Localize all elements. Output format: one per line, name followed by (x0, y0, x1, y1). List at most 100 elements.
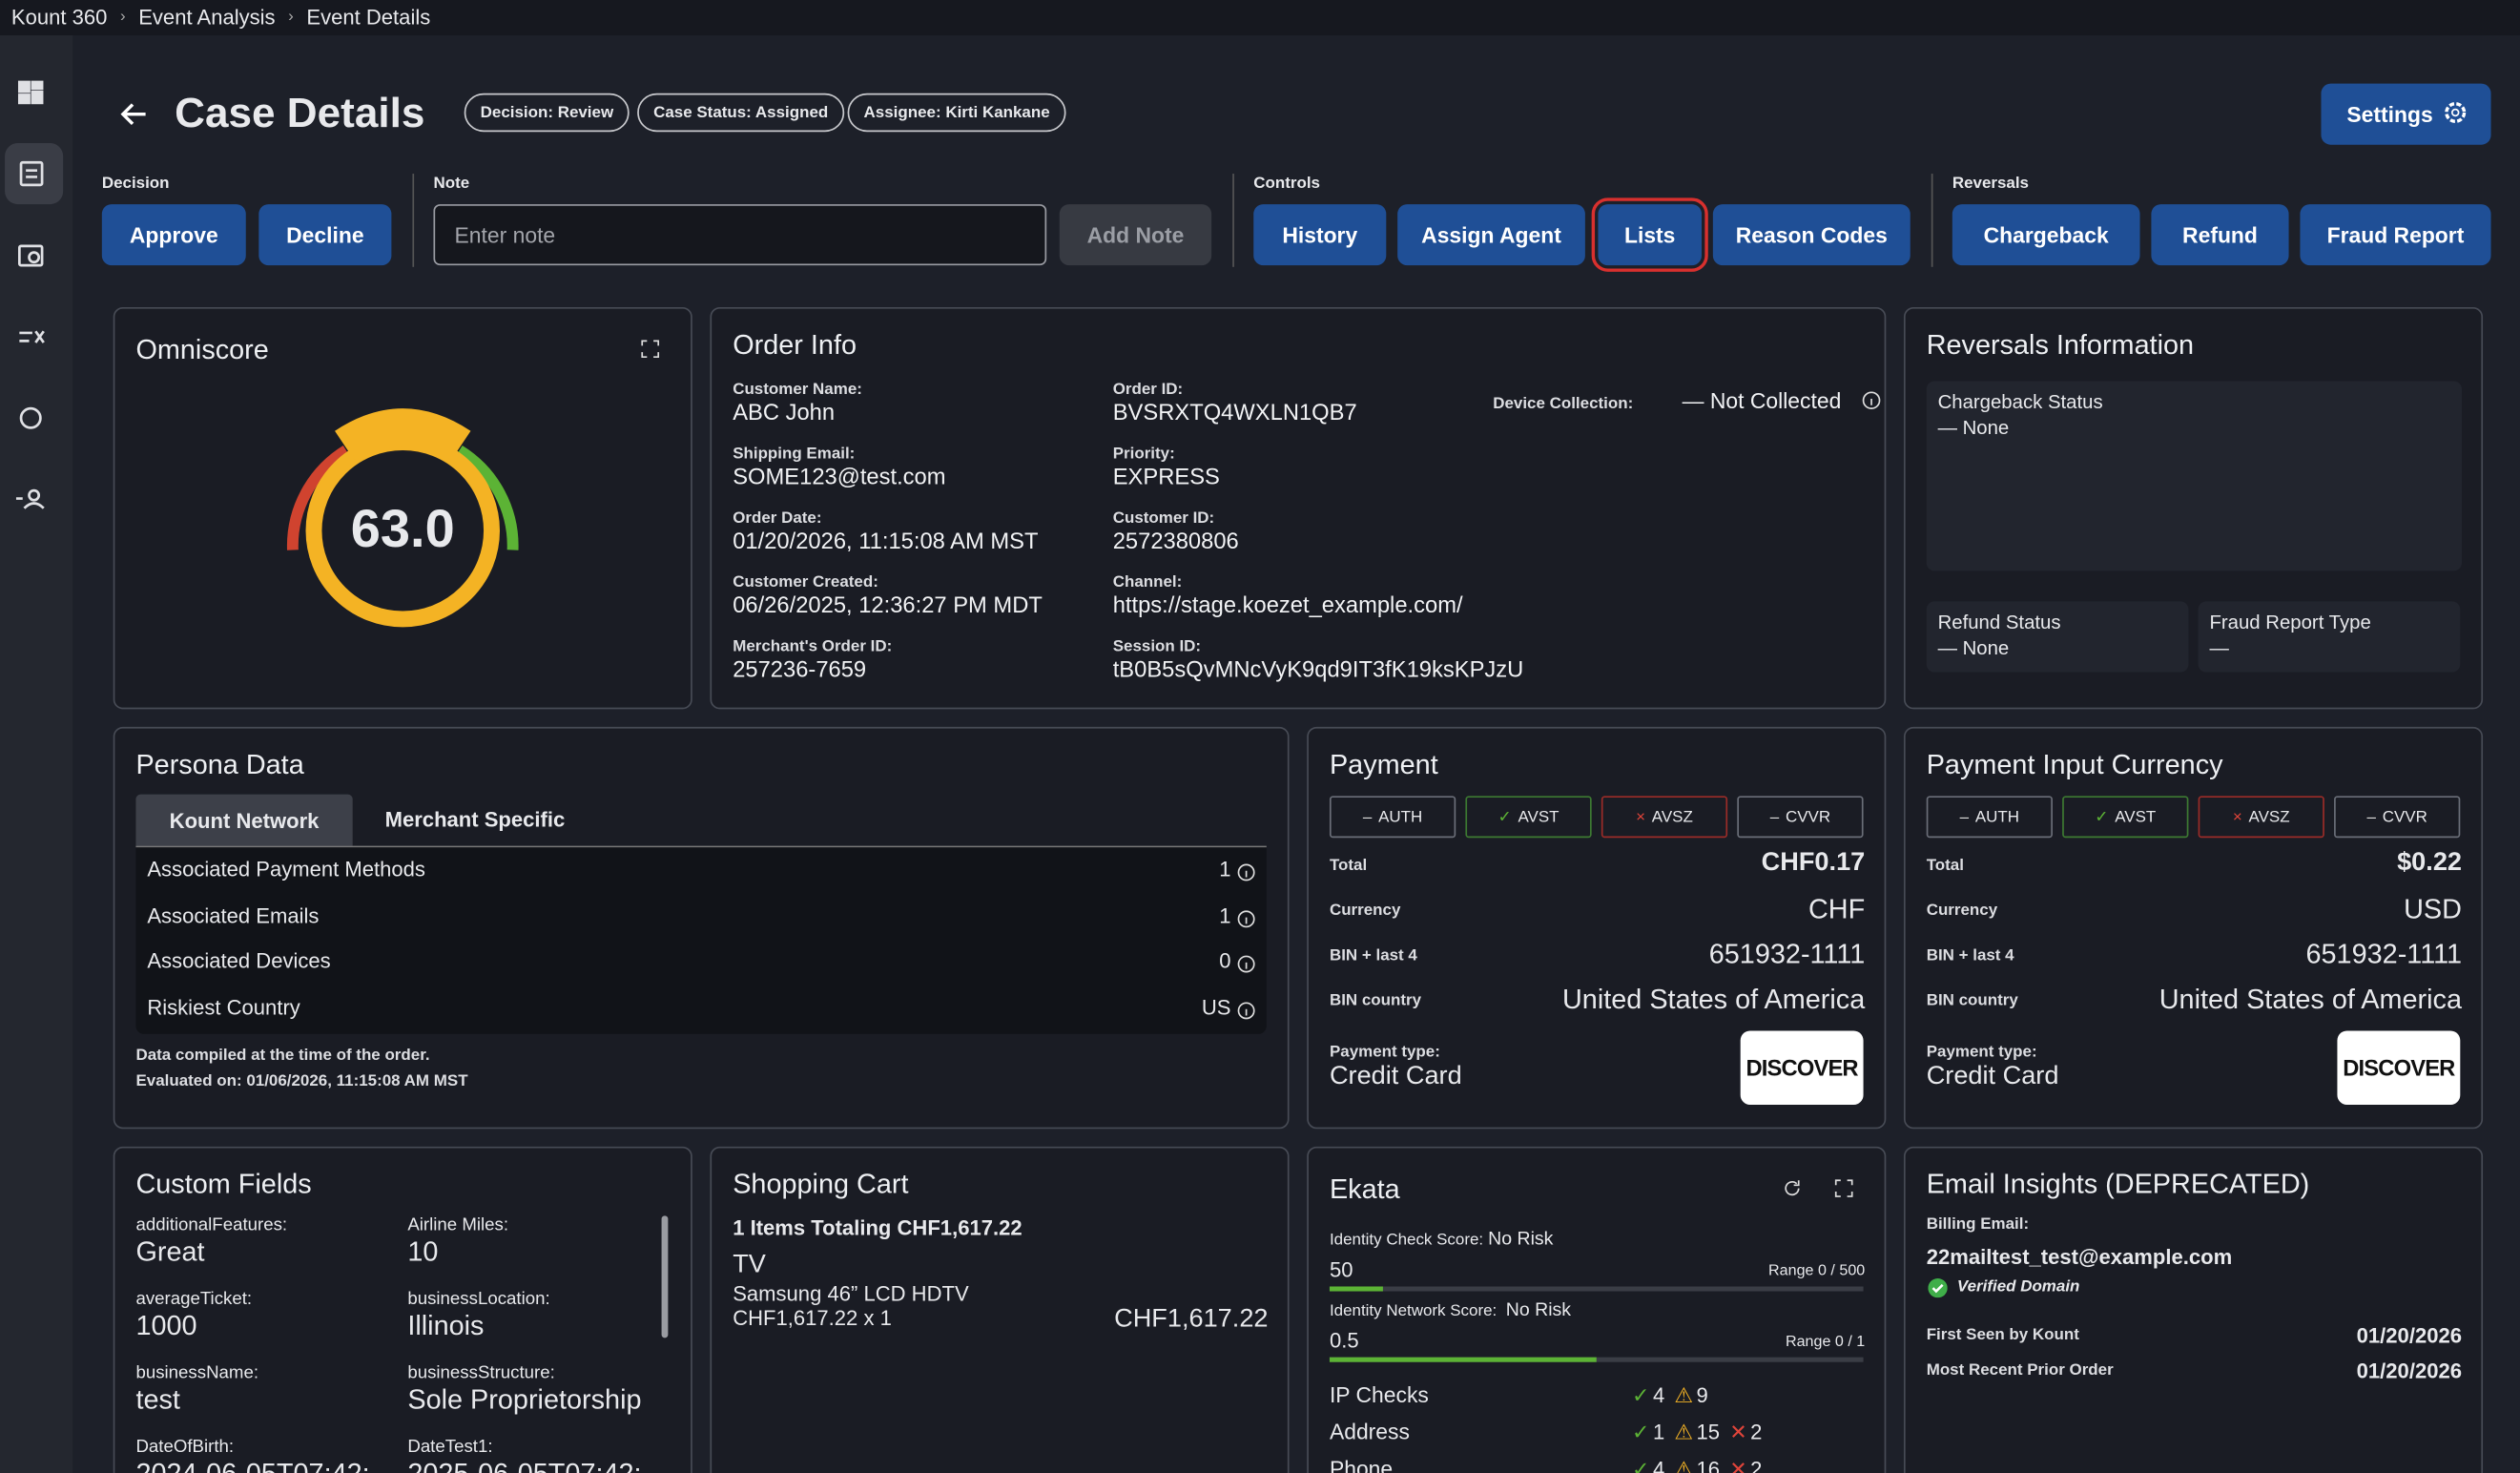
card-logo-text: DISCOVER (2343, 1054, 2455, 1081)
check-label: AVSZ (1651, 808, 1693, 826)
reason-codes-button[interactable]: Reason Codes (1712, 204, 1911, 266)
field-label: Session ID: (1112, 638, 1202, 656)
check-label: CVVR (1785, 808, 1831, 826)
check-icon: ✓ (1632, 1420, 1650, 1444)
field-label: Total (1329, 857, 1368, 875)
check-badge: × AVSZ (1601, 796, 1728, 839)
info-icon[interactable] (1237, 998, 1255, 1027)
graphic (1834, 1179, 1853, 1197)
check-icon: ✓ (1632, 1457, 1650, 1473)
field-label: Currency (1329, 902, 1401, 921)
breadcrumb-item[interactable]: Event Details (306, 5, 431, 30)
check-count: 1 (1652, 1420, 1665, 1444)
graphic (1237, 909, 1255, 927)
field-label: Total (1926, 857, 1964, 875)
breadcrumb-item[interactable]: Kount 360 (10, 5, 108, 30)
refund-button[interactable]: Refund (2151, 204, 2289, 266)
note-input[interactable]: Enter note (433, 204, 1047, 266)
badge: Decision: Review (464, 93, 630, 133)
field-value: 1000 (135, 1310, 197, 1341)
field-label: additionalFeatures: (135, 1215, 288, 1235)
breadcrumb-item[interactable]: Event Analysis (138, 5, 276, 30)
check-label: AUTH (1974, 808, 2020, 826)
panel-title: Payment (1329, 749, 1438, 780)
field-value: 10 (407, 1236, 439, 1268)
settings-icon (2445, 102, 2467, 123)
check-icon: – (1769, 808, 1780, 826)
scrollbar[interactable] (661, 1215, 669, 1338)
check-badge: – CVVR (1737, 796, 1864, 839)
refresh-icon[interactable] (1783, 1179, 1802, 1198)
field-value: ABC John (733, 399, 836, 425)
field-label: averageTicket: (135, 1289, 253, 1310)
graphic (120, 103, 146, 125)
reversals-panel: Reversals Information Chargeback Status … (1903, 306, 2484, 710)
field-value: United States of America (1561, 984, 1866, 1015)
check-icon: × (1636, 808, 1645, 826)
box-label: Refund Status (1937, 611, 2061, 634)
check-icon: ✓ (2095, 808, 2109, 826)
field-label: Order ID: (1112, 381, 1184, 400)
check-count: 15 (1696, 1420, 1721, 1444)
assign-agent-button[interactable]: Assign Agent (1397, 204, 1585, 266)
note-placeholder: Enter note (454, 223, 556, 248)
graphic (31, 90, 44, 105)
field-value: BVSRXTQ4WXLN1QB7 (1112, 399, 1357, 425)
check-count: 4 (1652, 1457, 1665, 1473)
sidebar (0, 35, 73, 1473)
field-label: BIN country (1329, 992, 1422, 1010)
field-value: 651932-1111 (1708, 939, 1866, 970)
check-icon: × (2232, 808, 2242, 826)
info-icon[interactable] (1237, 906, 1255, 935)
expand-icon[interactable] (1834, 1179, 1853, 1198)
info-icon[interactable] (1237, 861, 1255, 889)
info-icon[interactable] (1237, 952, 1255, 981)
check-icon: ⚠ (1674, 1457, 1694, 1473)
box-label: Chargeback Status (1937, 390, 2103, 414)
divider (412, 174, 415, 267)
verified-label: Verified Domain (1956, 1278, 2080, 1297)
row-value: 1 (1219, 857, 1231, 882)
separator: › (119, 8, 126, 26)
fraud-report-button[interactable]: Fraud Report (2300, 204, 2491, 266)
expand-icon[interactable] (641, 340, 660, 359)
decline-button[interactable]: Decline (258, 204, 392, 266)
check-label: AUTH (1378, 808, 1423, 826)
panel-title: Payment Input Currency (1926, 749, 2223, 780)
back-arrow[interactable] (118, 100, 151, 129)
check-badge: ✓ AVST (2062, 796, 2189, 839)
chargeback-button[interactable]: Chargeback (1952, 204, 2140, 266)
field-label: businessStructure: (407, 1363, 555, 1383)
field-label: Device Collection: (1493, 395, 1634, 414)
settings-button[interactable]: Settings (2321, 83, 2491, 145)
check-count: 4 (1652, 1382, 1665, 1407)
check-counts: ✓ 4 ⚠ 16 ✕ 2 (1632, 1457, 1762, 1473)
check-badge: ✓ AVST (1465, 796, 1592, 839)
score-label: Identity Check Score: (1329, 1232, 1484, 1250)
field-label: BIN country (1926, 992, 2018, 1010)
box-value: — None (1937, 416, 2010, 440)
graphic (1785, 1180, 1800, 1196)
add-note-button[interactable]: Add Note (1059, 204, 1212, 266)
graphic (1237, 909, 1255, 927)
check-fail: ✕ 2 (1729, 1420, 1762, 1445)
field-label: BIN + last 4 (1926, 946, 2014, 965)
check-pass: ✓ 4 (1632, 1383, 1664, 1409)
graphic (1237, 955, 1255, 973)
panel-title: Custom Fields (135, 1169, 312, 1200)
lists-button[interactable]: Lists (1591, 197, 1708, 272)
check-label: AVSZ (2248, 808, 2290, 826)
field-value: 06/26/2025, 12:36:27 PM MDT (733, 591, 1043, 618)
graphic (1237, 863, 1255, 882)
progress-track (1329, 1286, 1864, 1292)
field-label: Shipping Email: (733, 445, 856, 464)
tab-active[interactable]: Kount Network (135, 794, 353, 846)
field-label: BIN + last 4 (1329, 946, 1417, 965)
tab[interactable]: Merchant Specific (384, 807, 566, 832)
payment-panel: Payment – AUTH ✓ AVST × AVSZ – CVVR Total CHF0.17 C… (1307, 726, 1887, 1130)
info-icon[interactable] (1862, 391, 1881, 410)
history-button[interactable]: History (1253, 204, 1387, 266)
field-value: $0.22 (2397, 848, 2463, 877)
approve-button[interactable]: Approve (101, 204, 246, 266)
graphic (17, 244, 44, 267)
